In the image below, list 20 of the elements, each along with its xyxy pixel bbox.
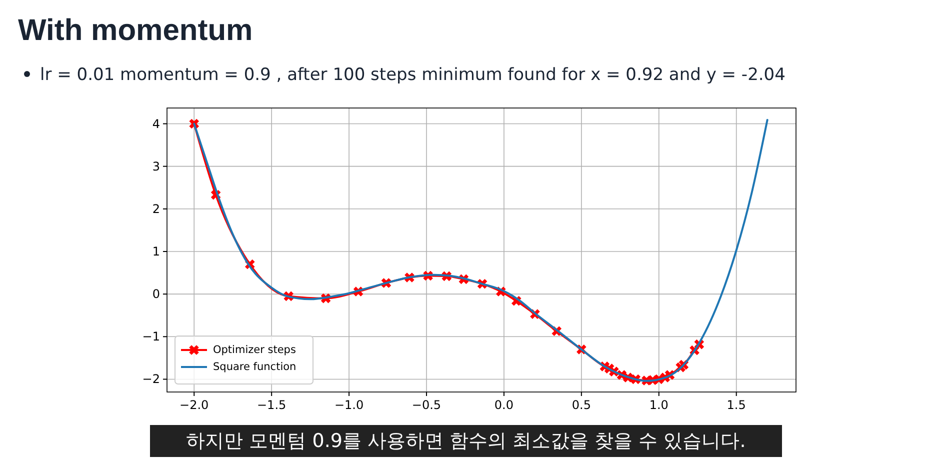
legend-label: Optimizer steps (213, 344, 296, 356)
y-tick-label: 3 (152, 159, 160, 174)
legend-label: Square function (213, 361, 296, 373)
y-tick-label: 1 (152, 244, 160, 258)
x-tick-label: 1.0 (649, 398, 668, 412)
y-tick-label: −1 (142, 330, 160, 344)
x-tick-label: −1.0 (334, 398, 364, 412)
y-tick-label: 4 (152, 116, 160, 131)
x-tick-label: −2.0 (180, 398, 209, 412)
x-tick-label: 1.5 (726, 398, 746, 412)
x-tick-label: 0.5 (572, 398, 591, 412)
text: 하지만 모멘텀 0.9를 사용하면 함수의 최소값을 찾을 수 있습니다. (186, 430, 746, 452)
chart-subtitle: lr = 0.01 momentum = 0.9 , after 100 steps minimum found for x = 0.92 and y = -2.04 (40, 65, 786, 85)
x-tick-label: −1.5 (257, 398, 286, 412)
x-tick-label: 0.0 (494, 398, 514, 412)
y-tick-label: 0 (152, 287, 160, 302)
chart-title: With momentum (18, 14, 253, 47)
y-tick-label: 2 (152, 202, 160, 216)
x-tick-label: −0.5 (412, 398, 442, 412)
y-tick-label: −2 (142, 372, 160, 386)
